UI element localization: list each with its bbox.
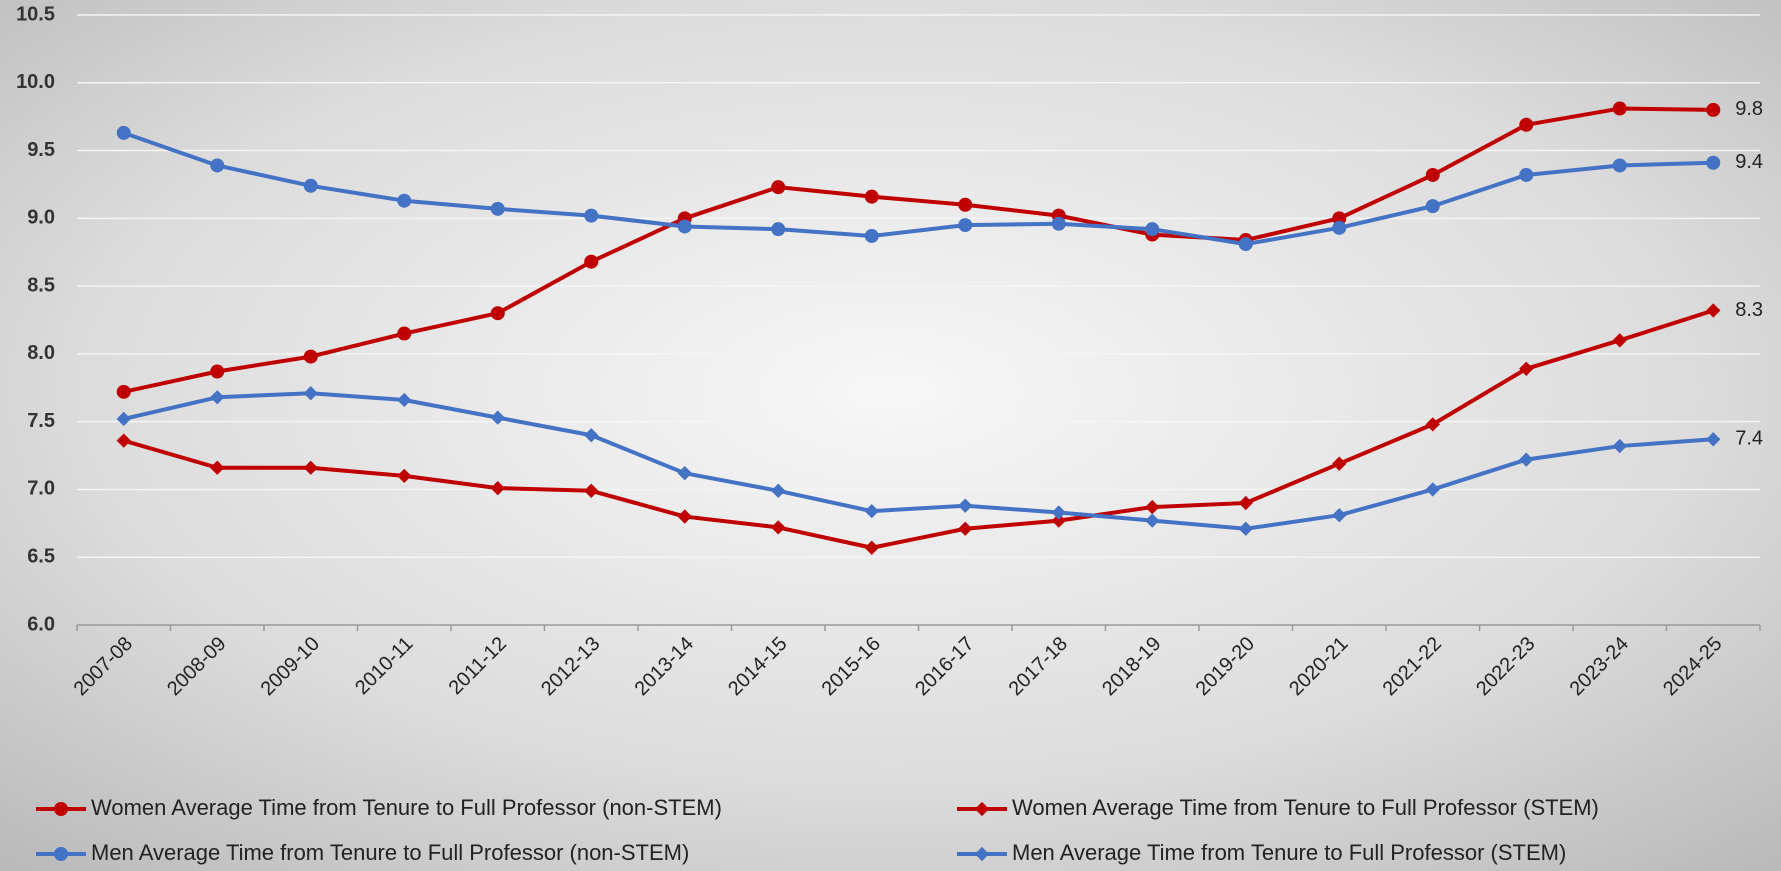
legend-label: Women Average Time from Tenure to Full P… [1012,795,1599,820]
point [1519,117,1534,132]
point [1612,101,1627,116]
point [584,208,599,223]
point [1051,513,1066,528]
legend-marker [974,801,990,817]
point [1425,167,1440,182]
legend-marker [54,847,68,861]
point [1145,222,1160,237]
point [958,521,973,536]
point [210,390,225,405]
series-line [123,131,1714,247]
legend-marker [54,802,68,816]
point [303,178,318,193]
point [1612,438,1627,454]
series-line [123,106,1714,394]
point [1519,361,1534,376]
point [771,222,786,237]
point [1145,513,1160,528]
point [1425,417,1440,432]
legend-marker [974,846,990,862]
point [210,364,225,379]
point [958,197,973,212]
point [1706,102,1721,117]
point [771,520,786,535]
point [1706,155,1721,170]
point [116,433,131,448]
point [490,306,505,321]
point [1051,505,1066,520]
y-tick-label: 10.5 [16,3,55,25]
point [116,411,131,427]
point [397,193,412,208]
point [584,254,599,269]
point [303,349,318,364]
point [1706,303,1721,318]
data-label: 9.4 [1735,151,1763,173]
point [116,125,131,140]
y-tick-label: 7.0 [27,478,55,500]
y-tick-label: 10.0 [16,71,55,93]
point [677,466,692,481]
legend-label: Women Average Time from Tenure to Full P… [91,795,722,820]
point [864,540,879,555]
point [1612,333,1627,348]
y-tick-label: 6.5 [27,546,55,568]
point [1332,508,1347,523]
point [1238,237,1253,252]
y-tick-label: 7.5 [27,410,55,432]
point [584,428,599,443]
point [1425,199,1440,214]
point [771,483,786,498]
data-label: 7.4 [1735,428,1763,450]
point [1706,432,1721,447]
legend-label: Men Average Time from Tenure to Full Pro… [91,840,689,865]
point [397,392,412,408]
point [116,384,131,399]
point [1332,456,1347,471]
point [397,326,412,341]
point [958,498,973,513]
point [958,218,973,233]
point [864,503,879,519]
point [864,228,879,243]
point [490,480,505,496]
point [677,219,692,234]
point [771,180,786,195]
data-label: 8.3 [1735,299,1763,321]
y-tick-label: 9.0 [27,207,55,229]
series-line [123,391,1714,531]
point [1238,495,1253,511]
y-tick-label: 9.5 [27,139,55,161]
point [490,201,505,216]
point [1519,452,1534,467]
point [303,460,318,475]
y-tick-label: 8.0 [27,342,55,364]
data-label: 9.8 [1735,98,1763,120]
y-tick-label: 6.0 [27,613,55,635]
series-line [123,308,1714,550]
point [1332,220,1347,235]
point [1425,482,1440,497]
point [210,460,225,475]
point [1612,158,1627,173]
point [1238,521,1253,536]
point [1145,499,1160,515]
legend-label: Men Average Time from Tenure to Full Pro… [1012,840,1566,865]
point [303,386,318,401]
point [864,189,879,204]
point [210,158,225,173]
y-tick-label: 8.5 [27,274,55,296]
point [397,468,412,484]
point [1051,216,1066,231]
point [1519,167,1534,182]
point [490,410,505,425]
point [584,483,599,498]
point [677,509,692,524]
